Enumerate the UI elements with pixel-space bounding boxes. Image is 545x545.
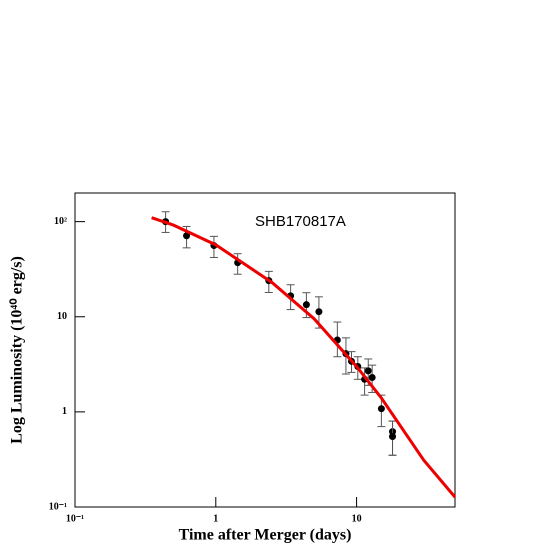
x-axis-label: Time after Merger (days) [179, 527, 352, 544]
y-axis-label: Log Luminosity (10⁴⁰ erg/s) [9, 256, 26, 444]
y-tick-label: 1 [62, 406, 67, 417]
y-tick-label: 10⁻¹ [49, 501, 67, 512]
y-tick-label: 10 [57, 311, 67, 322]
data-point [377, 405, 385, 413]
x-tick-label: 1 [213, 513, 218, 524]
data-point [183, 232, 191, 240]
plot-frame [74, 192, 456, 508]
data-point [368, 373, 376, 381]
y-tick-label: 10² [54, 216, 67, 227]
fit-line [151, 216, 457, 499]
annotation: SHB170817A [255, 213, 346, 230]
x-tick-label: 10 [352, 513, 362, 524]
x-tick-label: 10⁻¹ [66, 513, 84, 524]
data-point [315, 308, 323, 316]
data-point [389, 433, 397, 441]
data-point [302, 301, 310, 309]
data-point [364, 367, 372, 375]
